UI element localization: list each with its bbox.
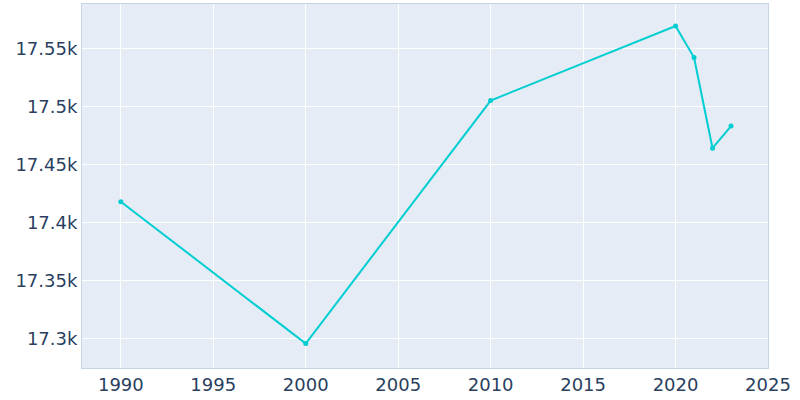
svg-text:17.35k: 17.35k (15, 270, 78, 291)
svg-text:17.55k: 17.55k (15, 37, 78, 58)
svg-text:17.45k: 17.45k (15, 154, 78, 175)
svg-text:2000: 2000 (283, 374, 329, 395)
svg-text:2010: 2010 (468, 374, 514, 395)
svg-text:17.3k: 17.3k (27, 328, 78, 349)
svg-text:1995: 1995 (190, 374, 236, 395)
svg-text:2025: 2025 (745, 374, 791, 395)
svg-text:17.4k: 17.4k (27, 212, 78, 233)
svg-text:1990: 1990 (98, 374, 144, 395)
svg-text:2015: 2015 (560, 374, 606, 395)
svg-text:17.5k: 17.5k (27, 96, 78, 117)
svg-text:2020: 2020 (653, 374, 699, 395)
svg-text:2005: 2005 (375, 374, 421, 395)
